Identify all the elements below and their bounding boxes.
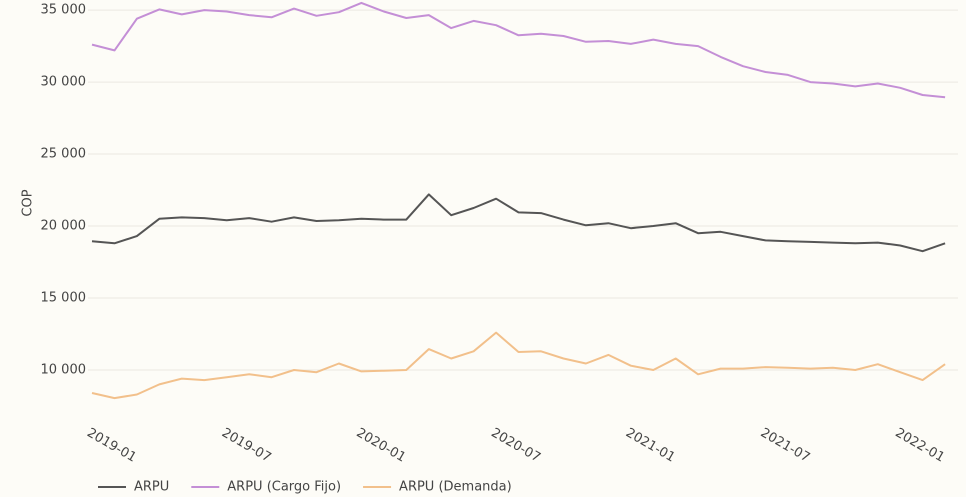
- y-axis-label: COP: [21, 189, 36, 216]
- y-tick-label: 30 000: [41, 75, 87, 90]
- y-tick-label: 20 000: [41, 219, 87, 234]
- y-tick-label: 35 000: [41, 3, 87, 18]
- series-line: [91, 193, 946, 253]
- x-tick-label: 2021-01: [623, 426, 678, 466]
- series-line: [91, 1, 946, 99]
- series-line: [91, 331, 946, 400]
- y-tick-label: 15 000: [41, 291, 87, 306]
- x-tick-label: 2020-01: [354, 426, 409, 466]
- y-tick-label: 10 000: [41, 363, 87, 378]
- legend-label: ARPU (Demanda): [399, 480, 512, 495]
- legend-label: ARPU (Cargo Fijo): [227, 480, 341, 495]
- x-tick-label: 2020-07: [488, 426, 543, 466]
- x-tick-label: 2022-01: [892, 426, 947, 466]
- y-tick-label: 25 000: [41, 147, 87, 162]
- x-tick-label: 2019-07: [219, 426, 274, 466]
- legend-label: ARPU: [134, 480, 169, 495]
- x-tick-label: 2019-01: [84, 426, 139, 466]
- x-tick-label: 2021-07: [758, 426, 813, 466]
